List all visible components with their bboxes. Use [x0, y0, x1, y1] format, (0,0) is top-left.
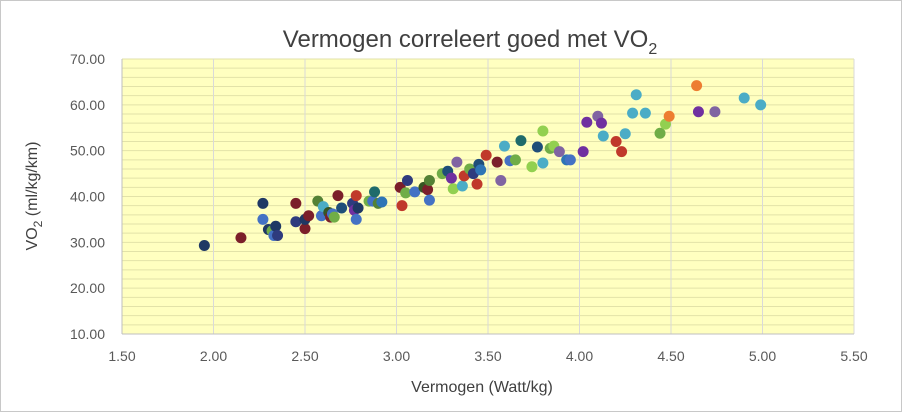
data-point [663, 110, 675, 122]
data-point [553, 146, 565, 158]
data-point [396, 200, 408, 212]
data-point [495, 174, 507, 186]
data-point [336, 202, 348, 214]
data-point [654, 127, 666, 139]
chart-title-main: Vermogen correleert goed met VO [283, 26, 649, 53]
y-axis-label-main: VO [24, 227, 41, 250]
data-point [491, 156, 503, 168]
data-point [526, 161, 538, 173]
data-point [616, 146, 628, 158]
data-point [270, 220, 282, 232]
data-point [581, 116, 593, 128]
data-point [630, 89, 642, 101]
y-axis-label-unit: (ml/kg/km) [24, 142, 41, 221]
data-point [509, 154, 521, 166]
data-point [564, 154, 576, 166]
x-tick-label: 1.50 [108, 348, 135, 364]
x-tick-label: 4.50 [657, 348, 684, 364]
data-point [639, 107, 651, 119]
data-point [303, 210, 315, 222]
data-point [290, 197, 302, 209]
data-point [401, 174, 413, 186]
y-tick-label: 50.00 [70, 143, 105, 159]
data-point [531, 141, 543, 153]
y-tick-label: 40.00 [70, 189, 105, 205]
data-point [423, 174, 435, 186]
y-tick-label: 30.00 [70, 234, 105, 250]
data-point [577, 146, 589, 158]
x-tick-label: 5.50 [840, 348, 867, 364]
y-tick-label: 70.00 [70, 51, 105, 67]
x-tick-label: 3.00 [383, 348, 410, 364]
data-point [755, 99, 767, 111]
data-point [409, 186, 421, 198]
data-point [537, 125, 549, 137]
data-point [422, 184, 434, 196]
data-point [299, 223, 311, 235]
data-point [350, 213, 362, 225]
data-point [350, 190, 362, 202]
data-point [475, 164, 487, 176]
data-point [691, 80, 703, 92]
data-point [423, 194, 435, 206]
data-point [471, 178, 483, 190]
data-point [597, 130, 609, 142]
data-point [400, 187, 412, 199]
y-tick-label: 60.00 [70, 97, 105, 113]
x-tick-label: 5.00 [749, 348, 776, 364]
x-axis-label: Vermogen (Watt/kg) [411, 379, 553, 396]
x-tick-label: 2.50 [291, 348, 318, 364]
data-point [610, 136, 622, 147]
data-point [692, 106, 704, 118]
chart-title: Vermogen correleert goed met VO2 [283, 26, 658, 58]
data-point [352, 202, 364, 214]
data-point [709, 106, 721, 118]
data-point [376, 196, 388, 208]
data-point [515, 135, 527, 147]
data-point [595, 117, 607, 129]
data-point [627, 107, 639, 119]
data-point [619, 128, 631, 140]
data-point [257, 197, 269, 209]
data-point [447, 183, 459, 195]
data-point [369, 186, 381, 198]
data-point [328, 211, 340, 223]
data-point [332, 190, 344, 202]
x-tick-label: 3.50 [474, 348, 501, 364]
data-point [451, 156, 463, 168]
data-point [738, 92, 750, 104]
data-point [257, 213, 269, 225]
y-tick-label: 20.00 [70, 280, 105, 296]
data-point [480, 149, 492, 161]
data-point [272, 229, 284, 241]
x-tick-label: 4.00 [566, 348, 593, 364]
y-tick-label: 10.00 [70, 326, 105, 342]
data-point [198, 240, 210, 252]
chart-title-subscript: 2 [648, 41, 657, 58]
data-point [537, 157, 549, 169]
data-point [456, 180, 468, 192]
data-point [290, 216, 302, 228]
y-axis-label-subscript: 2 [31, 220, 45, 227]
y-axis-label: VO2 (ml/kg/km) [24, 142, 45, 251]
data-point [445, 172, 457, 184]
data-point [235, 232, 247, 244]
data-point [498, 140, 510, 152]
x-tick-label: 2.00 [200, 348, 227, 364]
